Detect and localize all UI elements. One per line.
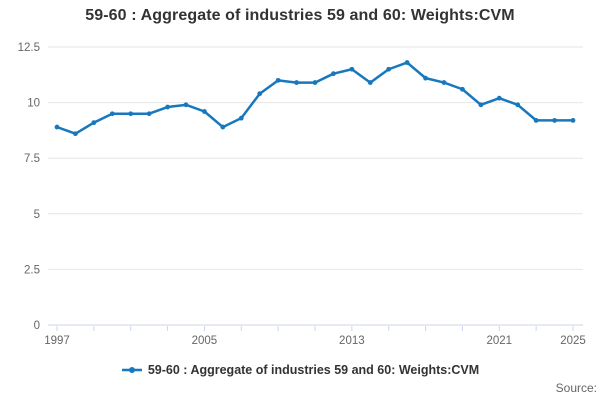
data-point-marker[interactable] bbox=[423, 75, 428, 81]
chart-title: 59-60 : Aggregate of industries 59 and 6… bbox=[85, 7, 515, 24]
data-point-marker[interactable] bbox=[367, 80, 373, 85]
y-tick-label: 10 bbox=[27, 98, 40, 110]
data-point-marker[interactable] bbox=[496, 95, 502, 101]
data-point-marker[interactable] bbox=[294, 80, 299, 85]
x-tick-label: 2005 bbox=[192, 335, 218, 347]
x-tick-label: 2025 bbox=[560, 335, 586, 347]
data-point-marker[interactable] bbox=[552, 117, 557, 123]
data-point-marker[interactable] bbox=[257, 91, 263, 97]
data-point-marker[interactable] bbox=[73, 131, 78, 137]
data-point-marker[interactable] bbox=[109, 111, 115, 117]
source-label: Source: bbox=[555, 381, 597, 395]
data-point-marker[interactable] bbox=[238, 115, 244, 121]
data-point-marker[interactable] bbox=[128, 111, 134, 117]
data-point-marker[interactable] bbox=[533, 117, 539, 123]
data-point-marker[interactable] bbox=[202, 109, 207, 114]
data-point-marker[interactable] bbox=[515, 102, 521, 108]
data-point-marker[interactable] bbox=[386, 66, 392, 72]
legend-line-marker-icon bbox=[121, 367, 142, 373]
y-tick-label: 0 bbox=[34, 320, 40, 332]
data-point-marker[interactable] bbox=[478, 102, 484, 108]
y-tick-label: 12.5 bbox=[18, 42, 40, 54]
y-tick-label: 2.5 bbox=[24, 264, 40, 276]
data-point-marker[interactable] bbox=[165, 104, 170, 110]
data-point-marker[interactable] bbox=[146, 111, 152, 117]
data-point-marker[interactable] bbox=[404, 60, 410, 65]
data-point-marker[interactable] bbox=[570, 117, 576, 123]
data-point-marker[interactable] bbox=[312, 80, 318, 85]
x-tick-label: 2021 bbox=[486, 335, 512, 347]
data-point-marker[interactable] bbox=[331, 71, 336, 77]
x-tick-label: 1997 bbox=[44, 335, 70, 347]
data-point-marker[interactable] bbox=[220, 124, 226, 130]
y-tick-label: 7.5 bbox=[24, 153, 40, 165]
data-point-marker[interactable] bbox=[460, 86, 465, 92]
x-tick-label: 2013 bbox=[339, 335, 365, 347]
legend-item-series-0[interactable]: 59-60 : Aggregate of industries 59 and 6… bbox=[121, 363, 479, 377]
series-line[interactable] bbox=[55, 61, 575, 135]
y-tick-label: 5 bbox=[34, 209, 40, 221]
data-point-marker[interactable] bbox=[441, 80, 447, 85]
data-point-marker[interactable] bbox=[183, 102, 189, 108]
legend: 59-60 : Aggregate of industries 59 and 6… bbox=[0, 363, 600, 377]
data-point-marker[interactable] bbox=[54, 124, 60, 130]
data-point-marker[interactable] bbox=[275, 77, 281, 83]
data-point-marker[interactable] bbox=[349, 66, 355, 72]
data-point-marker[interactable] bbox=[91, 120, 97, 126]
legend-label: 59-60 : Aggregate of industries 59 and 6… bbox=[147, 363, 480, 377]
